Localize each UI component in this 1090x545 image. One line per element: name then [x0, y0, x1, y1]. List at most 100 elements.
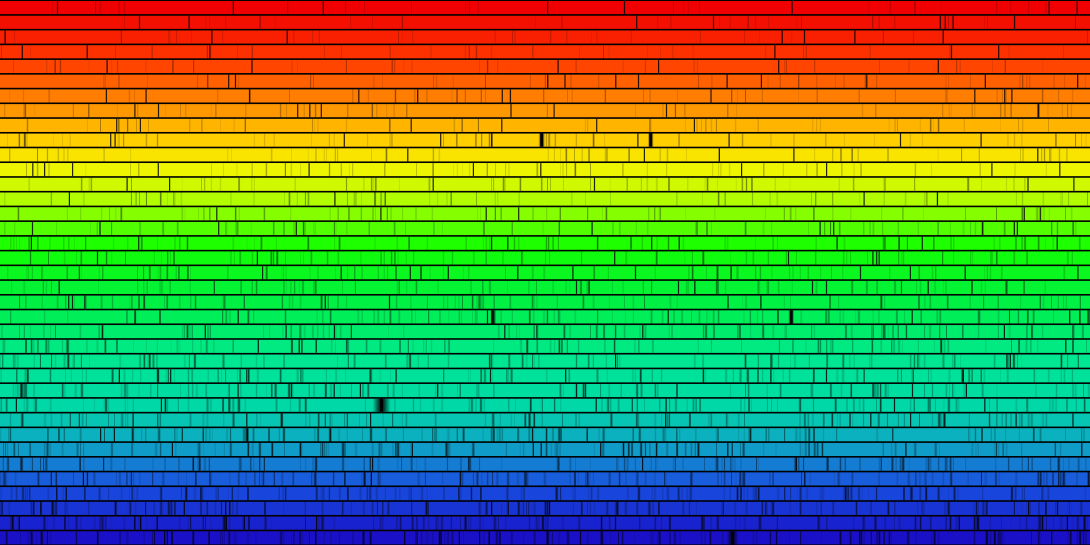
absorption-line	[73, 295, 75, 309]
absorption-line	[458, 295, 460, 309]
strip-segment-break	[981, 428, 983, 442]
absorption-line	[536, 163, 538, 177]
absorption-line	[1027, 457, 1030, 471]
absorption-line	[108, 413, 110, 427]
strip-segment-break	[359, 383, 361, 398]
absorption-line	[723, 472, 726, 486]
absorption-line	[815, 192, 817, 206]
absorption-line	[1021, 148, 1024, 162]
strip-segment-break	[1072, 339, 1074, 353]
absorption-line	[706, 177, 709, 191]
absorption-line	[442, 251, 445, 265]
absorption-line	[82, 442, 85, 457]
absorption-line	[614, 325, 617, 339]
absorption-line	[204, 177, 206, 191]
absorption-line	[1043, 207, 1045, 221]
absorption-line	[332, 472, 335, 486]
spectrum-strip	[0, 74, 1090, 88]
absorption-line	[390, 207, 392, 221]
strip-segment-break	[101, 325, 103, 339]
absorption-line	[929, 118, 932, 132]
absorption-line	[442, 369, 445, 383]
absorption-line	[1054, 501, 1057, 515]
absorption-line	[67, 236, 70, 250]
absorption-line	[161, 251, 163, 265]
absorption-line	[219, 177, 222, 191]
absorption-line	[505, 163, 507, 177]
strip-segment-break	[24, 133, 26, 147]
absorption-line	[692, 45, 694, 59]
strip-segment-break	[507, 501, 509, 515]
absorption-line	[532, 45, 534, 59]
absorption-line	[837, 413, 839, 427]
absorption-line	[333, 133, 336, 147]
absorption-line	[1051, 236, 1055, 250]
absorption-line	[237, 177, 241, 191]
absorption-line	[469, 280, 473, 294]
absorption-line	[460, 310, 463, 324]
absorption-line	[282, 354, 286, 368]
strip-segment-break	[980, 133, 982, 147]
absorption-line	[205, 15, 207, 29]
absorption-line	[776, 516, 779, 530]
absorption-line	[953, 251, 955, 265]
absorption-line	[486, 59, 489, 74]
absorption-line	[192, 487, 197, 501]
absorption-line	[40, 266, 44, 280]
absorption-line	[694, 442, 697, 457]
absorption-line	[1024, 177, 1026, 191]
absorption-line	[223, 516, 226, 530]
absorption-line	[947, 15, 950, 29]
absorption-line	[743, 487, 745, 501]
absorption-line	[50, 472, 53, 486]
absorption-line	[653, 487, 657, 501]
strip-segment-break	[665, 104, 668, 118]
absorption-line	[130, 148, 132, 162]
absorption-line	[735, 177, 737, 191]
absorption-line	[134, 487, 136, 501]
absorption-line	[758, 280, 759, 294]
strip-segment-break	[71, 295, 74, 309]
absorption-line	[779, 74, 782, 88]
strip-segment-break	[1065, 339, 1067, 353]
absorption-line	[399, 516, 402, 530]
absorption-line	[574, 413, 578, 427]
spectrum-strip	[0, 163, 1090, 177]
absorption-line	[500, 310, 503, 324]
absorption-line	[304, 516, 307, 530]
absorption-line	[184, 325, 186, 339]
absorption-line	[554, 487, 559, 501]
absorption-line	[336, 251, 340, 265]
absorption-line	[611, 280, 614, 294]
absorption-line	[513, 30, 516, 44]
absorption-line	[179, 383, 181, 398]
absorption-line	[1013, 133, 1016, 147]
absorption-line	[361, 266, 363, 280]
absorption-line	[566, 339, 568, 353]
absorption-line	[883, 295, 886, 309]
absorption-line	[913, 1, 916, 15]
strip-segment-break	[637, 74, 640, 88]
absorption-line	[844, 487, 848, 501]
absorption-line	[529, 310, 531, 324]
absorption-line	[484, 89, 486, 103]
absorption-line	[159, 266, 162, 280]
absorption-line	[639, 442, 642, 457]
absorption-line	[188, 118, 191, 132]
absorption-line	[325, 148, 327, 162]
absorption-line	[129, 487, 130, 501]
absorption-line	[704, 118, 707, 132]
absorption-line	[117, 133, 119, 147]
absorption-line	[198, 457, 202, 471]
strip-segment-break	[518, 207, 520, 221]
absorption-line	[361, 428, 363, 442]
absorption-line	[29, 531, 34, 545]
absorption-line	[607, 383, 611, 398]
strip-segment-break	[132, 413, 134, 427]
strip-segment-break	[727, 442, 729, 457]
strip-segment-break	[1009, 354, 1011, 368]
absorption-line	[1082, 428, 1086, 442]
absorption-line	[427, 354, 430, 368]
absorption-line	[889, 1, 892, 15]
absorption-line	[709, 531, 712, 545]
